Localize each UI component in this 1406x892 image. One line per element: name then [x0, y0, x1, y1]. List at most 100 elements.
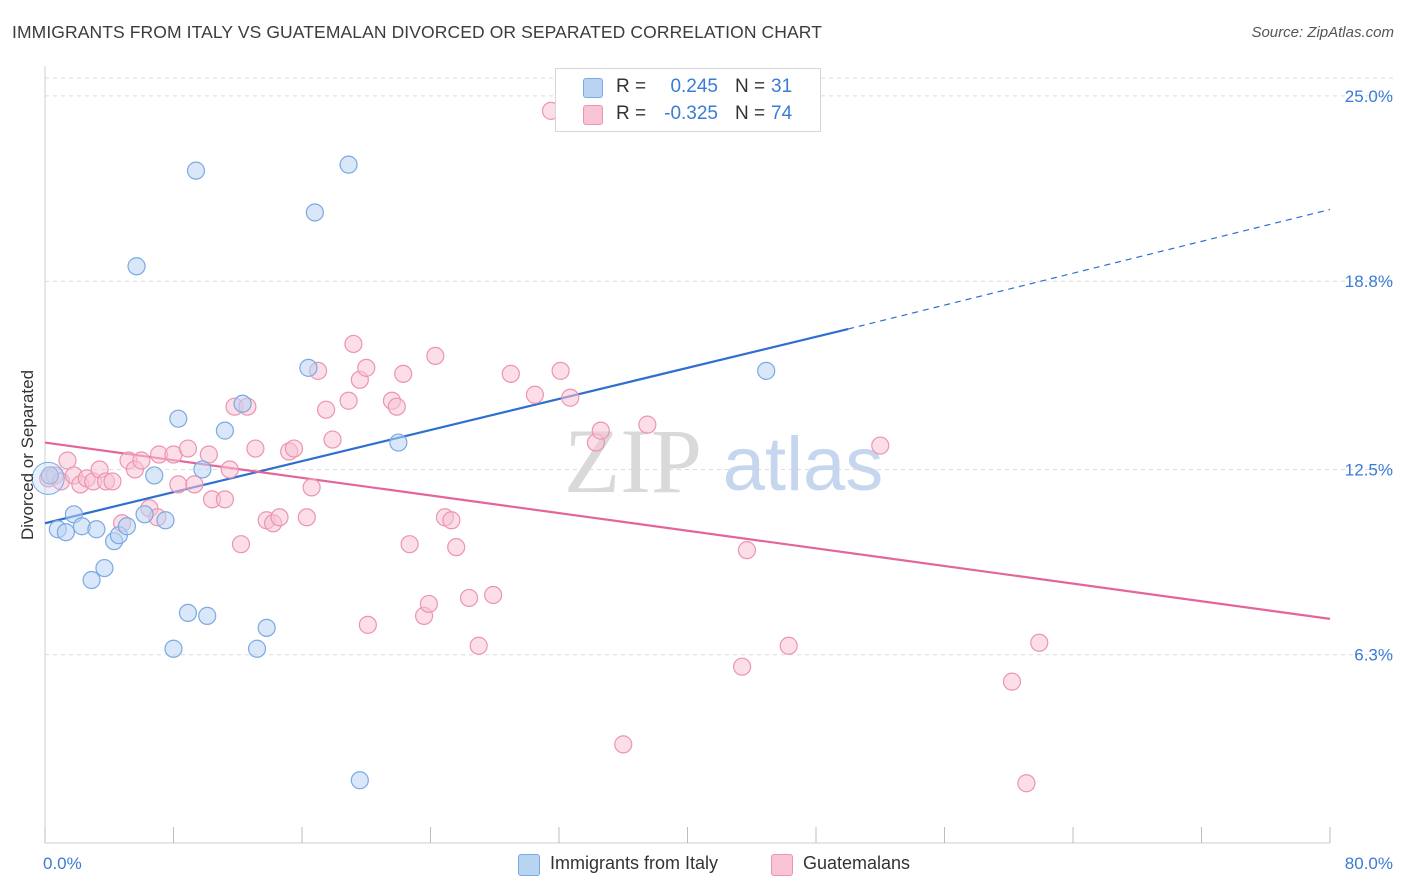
italy-point	[339, 155, 358, 174]
italy-legend-swatch	[518, 854, 540, 876]
italy-point	[145, 466, 164, 485]
guatemalans-point	[344, 334, 363, 354]
italy-point	[164, 639, 183, 658]
guatemalans-point	[442, 511, 461, 530]
r-value: -0.325	[664, 103, 718, 124]
correlation-legend: R = 0.245 N = 31 R = -0.325 N = 74	[555, 68, 821, 132]
watermark-atlas: atlas	[723, 422, 884, 507]
guatemalans-point	[215, 490, 234, 509]
italy-point	[95, 558, 114, 578]
guatemalans-point	[185, 475, 204, 494]
guatemalans-point	[339, 391, 358, 410]
legend-row-italy: R = 0.245 N = 31	[556, 73, 820, 101]
italy-point-cluster	[31, 461, 65, 495]
guatemalans-point	[297, 508, 316, 527]
guatemalans-legend-swatch	[771, 854, 793, 876]
guatemalans-point	[614, 735, 633, 754]
watermark-zip: ZIP	[564, 410, 702, 512]
n-label: N =	[735, 76, 766, 97]
guatemalans-point	[270, 508, 289, 527]
italy-point	[233, 394, 252, 413]
guatemalans-point	[551, 361, 570, 380]
italy-point	[127, 257, 146, 276]
r-label: R =	[616, 103, 647, 124]
italy-point	[117, 517, 137, 536]
guatemalans-point	[169, 475, 188, 494]
y-tick-label: 6.3%	[1354, 646, 1393, 665]
tick-labels: 6.3% 12.5% 18.8% 25.0% 0.0% 80.0%	[43, 87, 1393, 873]
italy-point	[305, 203, 324, 222]
guatemalans-point	[387, 397, 406, 416]
guatemalans-point	[426, 346, 445, 366]
guatemalans-point	[779, 636, 798, 655]
source-label: Source: ZipAtlas.com	[1251, 24, 1394, 41]
italy-point	[156, 511, 175, 530]
guatemalans-point	[284, 439, 304, 458]
italy-legend-label: Immigrants from Italy	[550, 853, 719, 873]
italy-point	[193, 460, 212, 479]
guatemalans-point	[561, 388, 580, 407]
guatemalans-point	[1017, 774, 1036, 793]
y-tick-label: 18.8%	[1345, 272, 1393, 291]
series-legend: Immigrants from Italy Guatemalans	[0, 852, 1406, 878]
guatemalans-point	[484, 585, 503, 605]
guatemalans-point	[591, 421, 610, 440]
y-tick-label: 25.0%	[1345, 87, 1393, 106]
italy-point	[87, 520, 106, 539]
guatemalans-point	[638, 415, 657, 434]
italy-point	[757, 361, 776, 380]
guatemalans-point	[316, 400, 336, 419]
italy-point	[186, 161, 206, 180]
italy-point	[56, 523, 75, 542]
guatemalans-trend-line	[44, 441, 1331, 620]
guatemalans-point	[246, 439, 265, 458]
guatemalans-point	[178, 439, 198, 458]
italy-point	[40, 466, 59, 485]
italy-point	[299, 358, 318, 377]
n-value: 74	[771, 103, 793, 124]
guatemalans-point	[469, 636, 488, 655]
x-tick-label: 80.0%	[1345, 854, 1393, 873]
guatemalans-legend-label: Guatemalans	[803, 853, 911, 873]
guatemalans-point	[501, 364, 520, 383]
guatemalans-point	[733, 657, 752, 676]
guatemalans-point	[1030, 633, 1049, 652]
guatemalans-point	[302, 478, 321, 497]
y-tick-label: 12.5%	[1345, 460, 1393, 479]
guatemalans-point	[525, 385, 545, 404]
x-tick-label: 0.0%	[43, 854, 82, 873]
r-label: R =	[616, 76, 647, 97]
guatemalans-point	[737, 541, 757, 560]
guatemalans-point	[357, 358, 376, 377]
italy-swatch	[583, 78, 603, 98]
guatemalans-point	[419, 594, 438, 614]
italy-point	[135, 505, 154, 524]
guatemalans-point	[871, 436, 890, 455]
guatemalans-point	[231, 535, 251, 554]
n-label: N =	[735, 103, 766, 124]
guatemalans-point	[132, 451, 151, 470]
italy-point	[82, 570, 101, 590]
axes	[44, 66, 1331, 844]
legend-row-guatemalans: R = -0.325 N = 74	[556, 100, 820, 128]
grid-lines	[45, 77, 1395, 656]
guatemalans-point	[447, 538, 466, 557]
y-axis-label: Divorced or Separated	[18, 370, 37, 540]
r-value: 0.245	[670, 76, 718, 97]
guatemalans-point	[459, 588, 479, 608]
guatemalans-point	[220, 460, 239, 479]
italy-point	[198, 606, 217, 625]
italy-point	[247, 639, 267, 658]
italy-point	[169, 409, 188, 428]
guatemalans-point	[1002, 672, 1022, 691]
italy-point	[257, 618, 276, 637]
data-points	[31, 101, 1049, 793]
guatemalans-point	[400, 535, 419, 554]
italy-point	[350, 771, 369, 790]
watermark: ZIP atlas	[564, 410, 883, 512]
italy-point	[215, 421, 234, 440]
n-value: 31	[771, 76, 793, 97]
chart-title: IMMIGRANTS FROM ITALY VS GUATEMALAN DIVO…	[12, 22, 823, 42]
italy-point	[178, 603, 198, 623]
